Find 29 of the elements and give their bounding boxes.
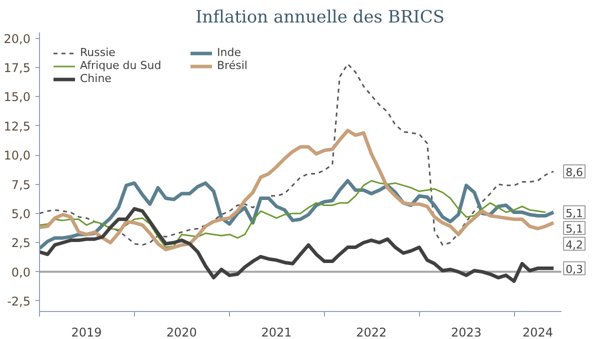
- x-tick-label: 2020: [166, 326, 197, 339]
- y-tick-label: 15,0: [4, 90, 30, 104]
- line-series: [40, 128, 556, 252]
- x-tick-label: 2023: [450, 326, 482, 339]
- data-label: 4,2: [566, 238, 584, 252]
- x-tick-label: 2022: [356, 326, 387, 339]
- y-tick-label: 20,0: [4, 32, 30, 46]
- data-label: 5,1: [566, 206, 584, 220]
- x-tick-label: 2019: [71, 326, 102, 339]
- legend-label: Russie: [80, 46, 116, 59]
- legend-label: Afrique du Sud: [80, 59, 162, 72]
- legend-label: Brésil: [217, 59, 248, 72]
- legend-label: Inde: [217, 46, 242, 59]
- line-series: [40, 207, 556, 283]
- y-tick-label: 2,5: [11, 236, 31, 250]
- y-tick-label: -2,5: [7, 294, 31, 308]
- y-tick-label: 7,5: [11, 178, 31, 192]
- y-tick-label: 5,0: [11, 206, 31, 221]
- x-tick-label: 2021: [261, 326, 292, 339]
- data-label: 0,3: [566, 262, 584, 276]
- y-tick-label: 12,5: [4, 119, 30, 134]
- data-label: 8,6: [566, 166, 584, 179]
- y-tick-label: 10,0: [4, 148, 30, 163]
- legend-label: Chine: [80, 72, 112, 85]
- y-tick-label: 17,5: [4, 61, 30, 76]
- y-tick-label: 0,0: [11, 265, 31, 280]
- x-tick-label: 2024: [522, 326, 553, 339]
- data-label: 5,1: [566, 222, 584, 236]
- chart-title: Inflation annuelle des BRICS: [195, 8, 445, 28]
